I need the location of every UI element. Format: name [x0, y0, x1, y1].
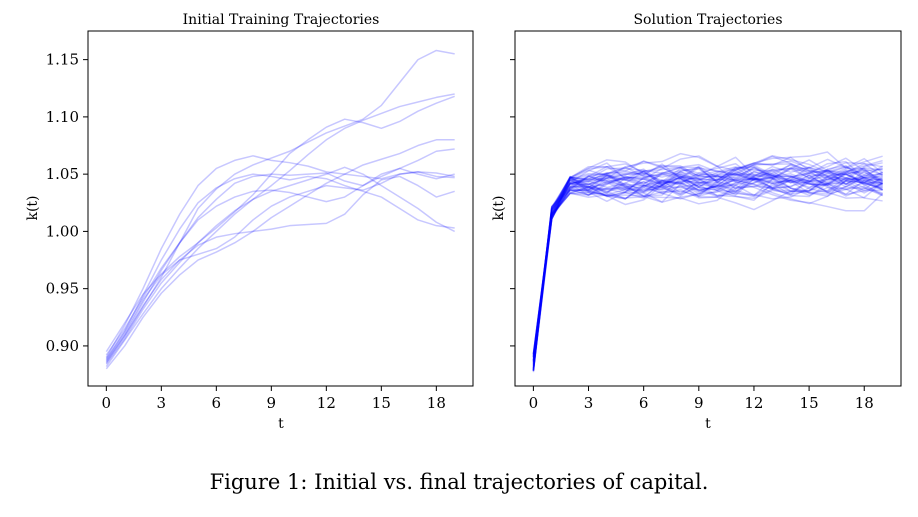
- x-tick-label: 9: [267, 394, 277, 412]
- series-line: [105, 49, 455, 364]
- series-line: [532, 166, 883, 369]
- series-line: [532, 170, 883, 367]
- series-line: [105, 171, 455, 361]
- x-axis-label: t: [278, 416, 284, 432]
- series-line: [105, 166, 456, 365]
- x-tick-label: 3: [584, 394, 594, 412]
- y-tick-label: 1.10: [46, 108, 79, 126]
- y-axis-label: k(t): [491, 195, 507, 220]
- y-tick-label: 1.05: [46, 165, 79, 183]
- series-line: [532, 166, 883, 358]
- series-line: [532, 168, 884, 355]
- x-tick-label: 6: [639, 394, 649, 412]
- panel-title: Initial Training Trajectories: [183, 12, 380, 28]
- series-line: [532, 175, 883, 355]
- series-line: [532, 156, 883, 361]
- x-tick-label: 18: [427, 394, 446, 412]
- series-line: [532, 161, 883, 371]
- series-line: [532, 174, 883, 373]
- series-line: [532, 172, 883, 363]
- plot-frame: [514, 30, 902, 387]
- series-line: [532, 162, 883, 369]
- series-line: [532, 159, 883, 364]
- series-line: [532, 157, 884, 371]
- tick-group: 0 3 6 9 12 15 18 0.90 0.95 1.00 1.05 1.10 1.15: [46, 51, 446, 412]
- series-line: [105, 95, 455, 353]
- y-tick-label: 0.90: [46, 337, 79, 355]
- series-line: [532, 173, 883, 361]
- series-group: [105, 49, 456, 370]
- series-line: [532, 176, 883, 358]
- series-line: [532, 172, 883, 371]
- panel-solution: Solution Trajectories k(t) t 0 3 6 9 12 15 18: [491, 12, 902, 432]
- series-line: [532, 160, 884, 355]
- series-line: [532, 172, 883, 372]
- series-line: [532, 175, 883, 368]
- series-group: [532, 151, 884, 373]
- series-line: [105, 173, 455, 359]
- series-line: [532, 172, 884, 362]
- series-line: [105, 155, 455, 358]
- series-line: [532, 160, 884, 357]
- x-tick-label: 12: [317, 394, 336, 412]
- series-line: [105, 167, 455, 356]
- y-tick-label: 0.95: [46, 280, 79, 298]
- series-line: [532, 164, 883, 369]
- panel-title: Solution Trajectories: [633, 12, 782, 28]
- series-line: [532, 159, 883, 370]
- y-tick-label: 1.00: [46, 222, 79, 240]
- series-line: [532, 155, 883, 362]
- series-line: [532, 159, 884, 359]
- y-tick-label: 1.15: [46, 51, 79, 69]
- panel-initial-training: Initial Training Trajectories k(t) t 0 3 6…: [25, 12, 474, 432]
- x-axis-label: t: [705, 416, 711, 432]
- series-line: [532, 163, 883, 356]
- x-tick-label: 15: [372, 394, 391, 412]
- x-tick-label: 15: [800, 394, 819, 412]
- series-line: [532, 168, 883, 362]
- series-line: [532, 154, 883, 356]
- series-line: [532, 163, 883, 372]
- series-line: [532, 163, 884, 370]
- x-tick-label: 18: [855, 394, 874, 412]
- series-line: [532, 166, 883, 355]
- series-line: [532, 160, 884, 357]
- series-line: [105, 175, 455, 363]
- series-line: [105, 93, 455, 367]
- series-line: [105, 148, 455, 362]
- x-tick-label: 12: [744, 394, 763, 412]
- series-line: [532, 162, 883, 364]
- x-tick-label: 0: [102, 394, 112, 412]
- series-line: [532, 157, 883, 355]
- series-line: [532, 166, 883, 358]
- series-line: [532, 166, 883, 360]
- series-line: [532, 155, 883, 358]
- x-tick-label: 0: [529, 394, 539, 412]
- series-line: [532, 166, 883, 365]
- series-line: [532, 165, 884, 362]
- series-line: [105, 139, 455, 370]
- series-line: [532, 155, 883, 372]
- y-axis-label: k(t): [25, 195, 41, 220]
- series-line: [532, 169, 883, 361]
- plot-frame: [87, 30, 474, 387]
- x-tick-label: 3: [157, 394, 167, 412]
- figure-caption: Figure 1: Initial vs. final trajectories…: [209, 470, 709, 494]
- series-line: [532, 164, 883, 366]
- series-line: [532, 165, 883, 354]
- series-line: [532, 166, 883, 371]
- series-line: [532, 176, 883, 365]
- series-line: [532, 151, 884, 371]
- x-tick-label: 9: [694, 394, 704, 412]
- series-line: [532, 152, 883, 369]
- series-line: [532, 163, 884, 367]
- series-line: [532, 175, 883, 370]
- tick-group: 0 3 6 9 12 15 18: [510, 59, 874, 412]
- x-tick-label: 6: [212, 394, 222, 412]
